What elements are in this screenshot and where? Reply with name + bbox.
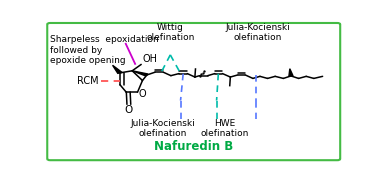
Text: Nafuredin B: Nafuredin B bbox=[154, 140, 233, 153]
Polygon shape bbox=[289, 69, 293, 76]
Text: O: O bbox=[125, 105, 133, 115]
Text: Julia-Kocienski
olefination: Julia-Kocienski olefination bbox=[226, 23, 291, 42]
Polygon shape bbox=[113, 65, 122, 73]
Polygon shape bbox=[132, 71, 148, 76]
Text: O: O bbox=[139, 89, 147, 99]
Text: Julia-Kocienski
olefination: Julia-Kocienski olefination bbox=[130, 119, 195, 138]
Text: RCM: RCM bbox=[77, 75, 99, 86]
Text: OH: OH bbox=[143, 54, 158, 64]
Text: Sharpeless  epoxidation
followed by
epoxide opening: Sharpeless epoxidation followed by epoxi… bbox=[50, 35, 159, 65]
Text: HWE
olefination: HWE olefination bbox=[200, 119, 249, 138]
Text: Wittig
olefination: Wittig olefination bbox=[146, 23, 194, 42]
